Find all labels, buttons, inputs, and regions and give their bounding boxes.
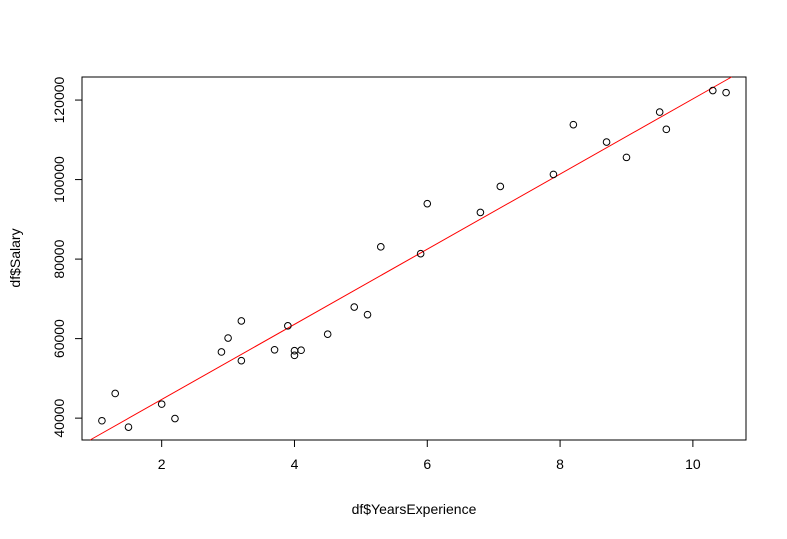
x-tick-label: 10 (685, 456, 701, 472)
y-tick-label: 100000 (51, 156, 67, 203)
data-point (350, 303, 359, 311)
data-point (662, 125, 671, 134)
plot-box (81, 76, 747, 441)
data-point (290, 346, 299, 355)
data-point (297, 346, 305, 355)
data-point (655, 108, 664, 116)
y-tick-label: 120000 (51, 76, 67, 123)
data-point (416, 249, 425, 258)
y-tick-label: 40000 (51, 398, 67, 437)
data-point (363, 310, 372, 319)
data-point (323, 330, 332, 338)
data-point (111, 389, 119, 398)
data-point (124, 423, 133, 431)
x-axis: 2 4 6 8 10 (158, 440, 701, 472)
y-axis: 40000 60000 80000 100000 120000 (51, 76, 82, 438)
data-point (622, 153, 631, 162)
data-point (157, 400, 166, 408)
y-tick-label: 60000 (51, 319, 67, 358)
data-point (237, 317, 246, 325)
y-axis-title: df$Salary (7, 228, 23, 287)
regression-line (89, 76, 732, 441)
x-tick-label: 6 (423, 456, 431, 472)
data-point (217, 348, 226, 356)
data-point (284, 322, 292, 330)
data-point (290, 351, 299, 360)
data-point (270, 345, 279, 354)
y-tick-label: 80000 (51, 239, 67, 278)
x-axis-title: df$YearsExperience (352, 501, 477, 517)
x-tick-label: 4 (291, 456, 299, 472)
data-point (602, 138, 611, 146)
data-point (709, 86, 717, 95)
data-point (476, 208, 485, 217)
data-point (722, 88, 730, 97)
points-group (98, 86, 730, 431)
data-point (569, 120, 578, 129)
data-point (224, 334, 232, 342)
data-point (549, 170, 558, 179)
data-point (423, 199, 432, 208)
data-point (377, 243, 385, 251)
x-tick-label: 2 (158, 456, 166, 472)
regression-line-group (89, 76, 732, 441)
x-tick-label: 8 (556, 456, 564, 472)
data-point (98, 416, 106, 425)
data-point (496, 182, 505, 191)
data-point (237, 356, 246, 365)
data-point (171, 414, 179, 423)
